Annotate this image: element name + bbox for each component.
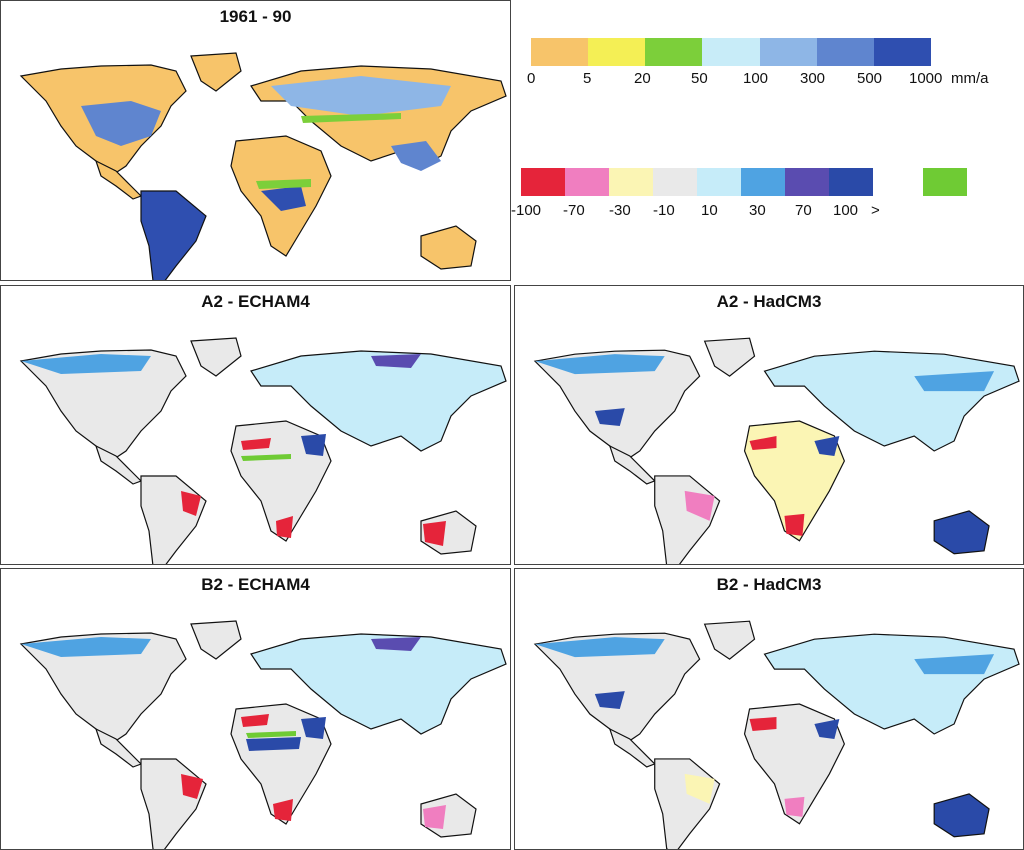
legend-absolute-tick: 100	[743, 70, 769, 87]
legend-change-swatch	[741, 168, 785, 196]
wet-zone-na-east	[81, 101, 161, 146]
panel-title-a2-echam4: A2 - ECHAM4	[201, 292, 310, 311]
continent-south-america	[140, 190, 207, 280]
legend-absolute-tick: 300	[800, 70, 826, 87]
legend-absolute-swatch	[531, 38, 589, 66]
legend-absolute-unit: mm/a	[951, 70, 989, 87]
legend-absolute-tick: 50	[691, 70, 708, 87]
panel-title-b2-hadcm3: B2 - HadCM3	[716, 575, 822, 594]
legend-area: 0 5 20 50 100 300 500 1000 mm/a -100 -70…	[511, 0, 1024, 281]
legend-absolute-tick: 1000	[909, 70, 943, 87]
legend-change-tick: -30	[609, 202, 631, 219]
legend-change-tick: 70	[795, 202, 812, 219]
legend-absolute-swatch	[816, 38, 874, 66]
legend-absolute-tick: 5	[583, 70, 592, 87]
wet-zone-eurasia-green	[301, 113, 401, 123]
wet-zone-africa-central	[261, 186, 306, 211]
world-map-b2-hadcm3	[533, 620, 1020, 849]
legend-change-swatch	[565, 168, 609, 196]
wet-zone-africa-green	[256, 179, 311, 189]
legend-absolute-swatch	[588, 38, 646, 66]
legend-change-swatch	[829, 168, 873, 196]
legend-change-tick: -100	[511, 202, 542, 219]
legend-absolute-swatch	[645, 38, 703, 66]
panel-a2-echam4: A2 - ECHAM4	[0, 285, 511, 565]
legend-change-swatch	[609, 168, 653, 196]
continent-central-america	[94, 159, 143, 200]
baseline-wet-zones	[81, 76, 451, 211]
world-map-b2-echam4	[19, 620, 507, 849]
wet-zone-se-asia	[391, 141, 441, 171]
world-map-a2-hadcm3	[533, 337, 1020, 564]
legend-change-swatch	[697, 168, 741, 196]
legend-change-bar	[521, 168, 873, 196]
legend-absolute-tick: 20	[634, 70, 651, 87]
legend-absolute-bar	[531, 38, 931, 66]
legend-change-tick: -70	[563, 202, 585, 219]
legend-absolute-swatch	[759, 38, 817, 66]
legend-change-tick: >	[871, 202, 880, 219]
panel-title-a2-hadcm3: A2 - HadCM3	[716, 292, 822, 311]
legend-change-tick: 100	[833, 202, 859, 219]
panel-baseline: 1961 - 90	[0, 0, 511, 281]
panel-b2-echam4: B2 - ECHAM4	[0, 568, 511, 850]
legend-change-extra-swatch	[923, 168, 967, 196]
legend-change-tick: 10	[701, 202, 718, 219]
legend-change-swatch	[521, 168, 565, 196]
continent-australia	[420, 225, 477, 270]
legend-absolute-tick: 500	[857, 70, 883, 87]
legend-change-swatch	[653, 168, 697, 196]
wet-zone-eurasia-north	[271, 76, 451, 116]
legend-change-tick: -10	[653, 202, 675, 219]
panel-b2-hadcm3: B2 - HadCM3	[514, 568, 1024, 850]
legend-absolute-tick: 0	[527, 70, 536, 87]
continent-greenland	[190, 52, 242, 92]
legend-absolute-swatch	[702, 38, 760, 66]
legend-change-tick: 30	[749, 202, 766, 219]
world-map-baseline	[19, 52, 507, 280]
world-map-a2-echam4	[19, 337, 507, 564]
legend-absolute-swatch	[873, 38, 931, 66]
legend-change-swatch	[785, 168, 829, 196]
panel-title-baseline: 1961 - 90	[219, 7, 292, 26]
panel-title-b2-echam4: B2 - ECHAM4	[201, 575, 310, 594]
panel-a2-hadcm3: A2 - HadCM3	[514, 285, 1024, 565]
